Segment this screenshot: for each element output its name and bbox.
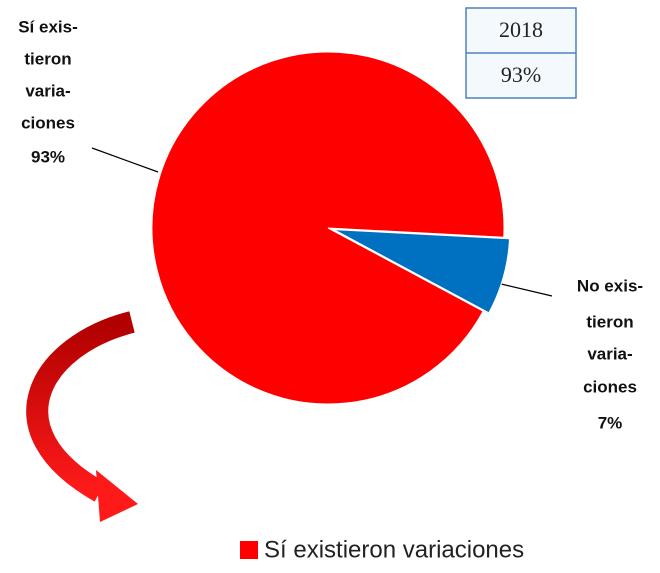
legend-label: Sí existieron variaciones xyxy=(264,536,524,563)
data-label: ciones xyxy=(21,113,75,132)
data-label: tieron xyxy=(586,312,633,331)
table-cell: 93% xyxy=(501,62,541,87)
decor-arrow xyxy=(26,311,138,522)
data-label: varia- xyxy=(587,344,632,363)
data-label: No exis- xyxy=(577,276,643,295)
legend-swatch xyxy=(240,541,258,559)
pie-slice xyxy=(333,229,511,314)
leader-line xyxy=(91,147,159,173)
data-label: Sí exis- xyxy=(18,17,78,36)
table-cell: 2018 xyxy=(499,17,543,42)
data-label-value: 7% xyxy=(598,413,623,432)
summary-table: 2018 93% xyxy=(465,7,577,99)
data-label: ciones xyxy=(583,377,637,396)
data-label: tieron xyxy=(24,49,71,68)
pie-slice xyxy=(151,51,505,405)
data-label: varia- xyxy=(25,81,70,100)
data-label-value: 93% xyxy=(31,147,65,166)
leader-line xyxy=(496,282,553,297)
